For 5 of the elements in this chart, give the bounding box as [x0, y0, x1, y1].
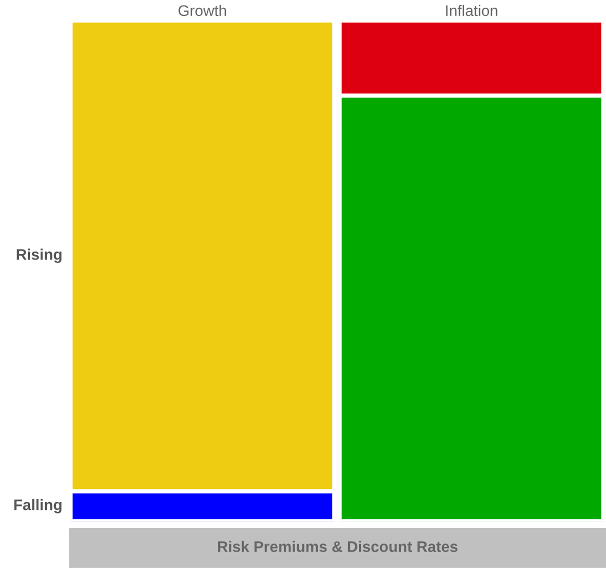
x-tick-label: Inflation [446, 4, 498, 16]
x-tick-label: Growth [178, 4, 226, 16]
text: Risk Premiums & Discount Rates [218, 540, 458, 552]
text: Falling [14, 499, 62, 514]
text: Rising [16, 248, 62, 263]
